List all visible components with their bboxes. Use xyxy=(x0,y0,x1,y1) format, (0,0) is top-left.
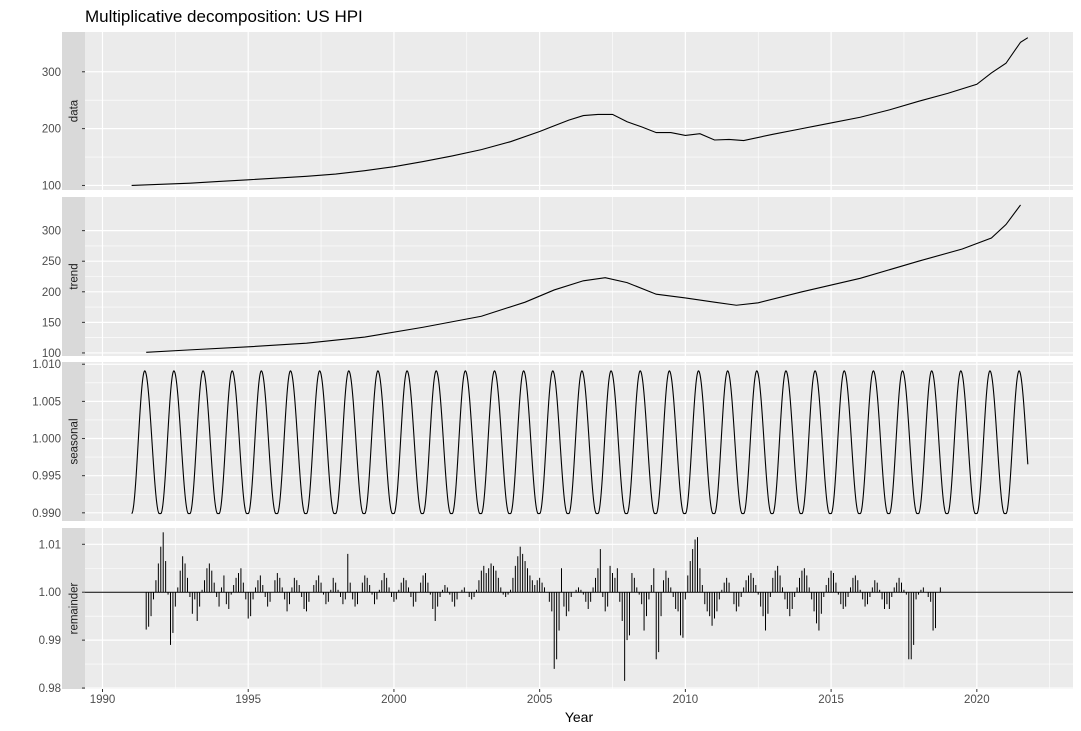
y-tick-label: 200 xyxy=(42,287,61,299)
y-tick-label: 300 xyxy=(42,226,61,238)
series-line-data xyxy=(131,37,1029,186)
x-axis-title: Year xyxy=(565,709,594,725)
y-tick-label: 0.990 xyxy=(32,508,61,520)
panel-remainder: remainder 0.98 0.99 1.00 1.01 xyxy=(39,528,1073,695)
y-tick-label: 0.99 xyxy=(39,635,61,647)
strip-label-trend: trend xyxy=(69,263,81,289)
y-tick-label: 250 xyxy=(42,256,61,268)
panel-trend: trend 100 150 200 250 300 xyxy=(42,197,1073,360)
x-tick-label: 1995 xyxy=(235,694,261,706)
x-tick-label: 2010 xyxy=(673,694,699,706)
series-line-seasonal xyxy=(131,370,1029,515)
x-axis: 1990 1995 2000 2005 2010 2015 2020 xyxy=(90,689,990,706)
y-tick-label: 100 xyxy=(42,348,61,360)
y-tick-label: 200 xyxy=(42,124,61,136)
y-tick-label: 0.995 xyxy=(32,471,61,483)
strip-seasonal xyxy=(62,362,85,521)
x-tick-label: 2015 xyxy=(818,694,844,706)
chart-title: Multiplicative decomposition: US HPI xyxy=(85,7,363,26)
strip-trend xyxy=(62,197,85,356)
y-tick-label: 300 xyxy=(42,67,61,79)
y-tick-label: 1.01 xyxy=(39,539,61,551)
y-tick-label: 0.98 xyxy=(39,683,61,695)
x-tick-label: 2020 xyxy=(964,694,990,706)
panel-background-remainder xyxy=(85,528,1073,689)
y-tick-label: 100 xyxy=(42,180,61,192)
y-tick-label: 150 xyxy=(42,317,61,329)
strip-remainder xyxy=(62,528,85,689)
x-tick-label: 2000 xyxy=(381,694,407,706)
panel-data: data 100 200 300 xyxy=(42,32,1073,192)
series-line-trend xyxy=(146,204,1021,353)
panels-layer: data 100 200 300 trend 100 150 200 250 300 seasona… xyxy=(32,32,1073,695)
strip-data xyxy=(62,32,85,190)
x-tick-label: 1990 xyxy=(90,694,116,706)
panel-background-data xyxy=(85,32,1073,190)
panel-seasonal: seasonal 0.990 0.995 1.000 1.005 1.010 xyxy=(32,359,1073,521)
y-tick-label: 1.010 xyxy=(32,359,61,371)
strip-label-data: data xyxy=(69,99,81,122)
x-tick-label: 2005 xyxy=(527,694,553,706)
strip-label-seasonal: seasonal xyxy=(69,418,81,464)
y-tick-label: 1.005 xyxy=(32,396,61,408)
y-tick-label: 1.00 xyxy=(39,587,61,599)
y-tick-label: 1.000 xyxy=(32,434,61,446)
strip-label-remainder: remainder xyxy=(69,582,81,634)
